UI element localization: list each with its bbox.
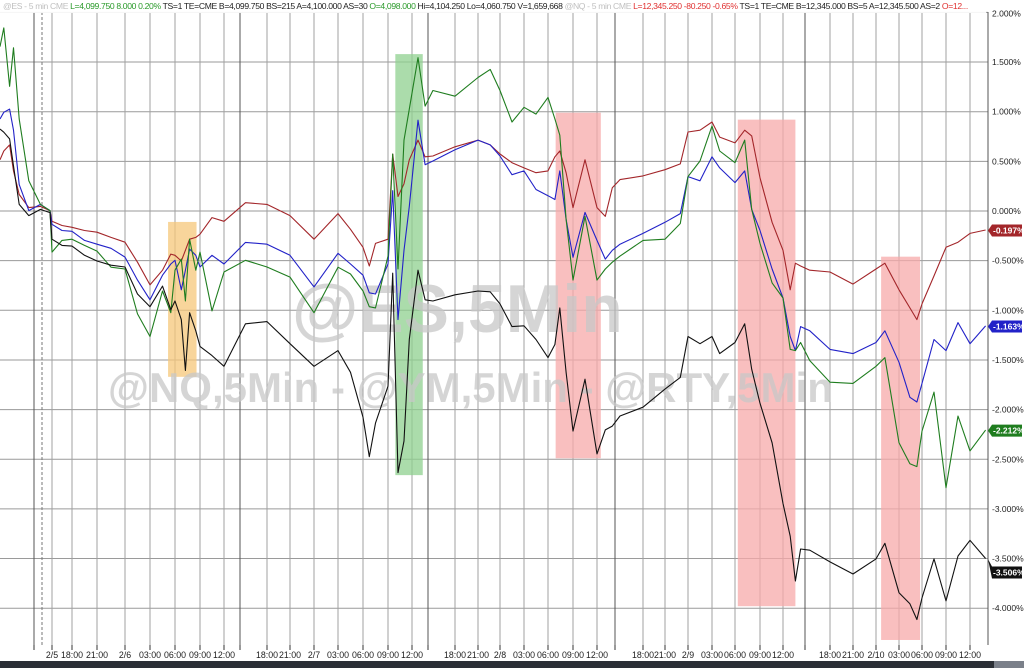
x-tick-label: 06:00	[724, 650, 746, 660]
x-tick-label: 18:00	[61, 650, 83, 660]
y-tick-label: -1.000%	[992, 305, 1024, 315]
x-tick-label: 2/5	[46, 650, 58, 660]
y-tick-label: 2.000%	[992, 8, 1021, 18]
x-tick-label: 06:00	[352, 650, 374, 660]
x-tick-label: 06:00	[164, 650, 186, 660]
watermark-comparison-symbols: @NQ,5Min - @YM,5Min - @RTY,5Min	[108, 364, 833, 411]
header-field: @ES - 5 min CME	[3, 1, 70, 11]
x-tick-label: 21:00	[86, 650, 108, 660]
x-tick-label: 18:00	[444, 650, 466, 660]
y-axis: 2.000% 1.500% 1.000% 0.500% 0.000% -0.500% -1.…	[992, 8, 1024, 613]
header-field: L=12,345.250 -80.250 -0.65%	[633, 1, 739, 11]
series-lines	[0, 27, 987, 621]
y-tick-label: -1.500%	[992, 355, 1024, 365]
last-value-badge: -1.163%	[988, 320, 1024, 333]
badge-value: -1.163%	[993, 321, 1024, 331]
watermark: @ES,5Min @NQ,5Min - @YM,5Min - @RTY,5Min	[108, 271, 833, 411]
last-value-badge: -3.506%	[988, 559, 1024, 579]
y-tick-label: 0.000%	[992, 206, 1021, 216]
grid	[0, 11, 989, 645]
y-tick-label: 1.000%	[992, 107, 1021, 117]
header-field: L=4,099.750 8.000 0.20%	[70, 1, 163, 11]
last-value-badges: -0.197% -1.163% -2.212% -3.506%	[988, 224, 1024, 579]
watermark-primary-symbol: @ES,5Min	[292, 271, 623, 347]
last-value-badge: -2.212%	[988, 424, 1024, 437]
header-field: O=12...	[942, 1, 968, 11]
x-tick-label: 18:00	[256, 650, 278, 660]
header-field: Hi=4,104.250 Lo=4,060.750 V=1,659,668	[418, 1, 565, 11]
last-value-badge: -0.197%	[988, 224, 1024, 237]
badge-value: -3.506%	[993, 568, 1024, 578]
header-field: TS=1 TE=CME B=4,099.750 BS=215 A=4,100.0…	[163, 1, 370, 11]
highlight-region	[881, 256, 921, 640]
x-tick-label: 12:00	[586, 650, 608, 660]
x-tick-label: 2/6	[119, 650, 131, 660]
x-tick-label: 12:00	[213, 650, 235, 660]
x-tick-label: 2/7	[308, 650, 320, 660]
x-tick-label: 21:00	[842, 650, 864, 660]
x-tick-label: 03:00	[513, 650, 535, 660]
scrollbar-thumb[interactable]	[994, 661, 1024, 668]
x-tick-label: 18:00	[632, 650, 654, 660]
header-field: O=4,098.000	[369, 1, 417, 11]
x-tick-label: 03:00	[888, 650, 910, 660]
header-field: TS=1 TE=CME B=12,345.000 BS=5 A=12,345.5…	[740, 1, 942, 11]
series-line-2	[0, 27, 987, 489]
highlight-region	[395, 54, 423, 476]
x-tick-label: 21:00	[279, 650, 301, 660]
header-strip	[0, 0, 986, 13]
badge-value: -2.212%	[993, 426, 1024, 436]
x-tick-label: 09:00	[749, 650, 771, 660]
y-tick-label: -2.500%	[992, 454, 1024, 464]
y-tick-label: 0.500%	[992, 156, 1021, 166]
badge-shape	[988, 320, 1022, 333]
highlight-region	[555, 112, 601, 459]
badge-value: -0.197%	[993, 226, 1024, 236]
highlight-regions	[168, 54, 921, 640]
x-tick-label: 09:00	[935, 650, 957, 660]
quote-header: @ES - 5 min CME L=4,099.750 8.000 0.20% …	[3, 1, 968, 11]
x-tick-label: 21:00	[654, 650, 676, 660]
y-tick-label: -0.500%	[992, 256, 1024, 266]
x-tick-label: 2/8	[494, 650, 506, 660]
y-tick-label: -3.000%	[992, 504, 1024, 514]
x-tick-label: 2/10	[867, 650, 884, 660]
y-tick-label: -4.000%	[992, 603, 1024, 613]
x-tick-label: 09:00	[562, 650, 584, 660]
x-tick-label: 2/9	[682, 650, 694, 660]
x-tick-label: 06:00	[911, 650, 933, 660]
badge-shape	[988, 224, 1022, 237]
highlight-region	[737, 119, 796, 607]
header-field: @NQ - 5 min CME	[565, 1, 634, 11]
badge-shape	[988, 559, 1022, 579]
x-axis: 2/5 18:00 21:00 2/6 03:00 06:00 09:00 12:00 18:0…	[33, 645, 981, 660]
x-tick-label: 06:00	[537, 650, 559, 660]
x-tick-label: 12:00	[959, 650, 981, 660]
x-tick-label: 21:00	[467, 650, 489, 660]
x-tick-label: 03:00	[327, 650, 349, 660]
y-tick-label: 1.500%	[992, 57, 1021, 67]
x-tick-label: 09:00	[189, 650, 211, 660]
series-line-3	[0, 128, 987, 621]
x-tick-label: 18:00	[819, 650, 841, 660]
x-tick-label: 12:00	[772, 650, 794, 660]
x-tick-label: 03:00	[701, 650, 723, 660]
y-tick-label: -3.500%	[992, 554, 1024, 564]
x-tick-label: 03:00	[139, 650, 161, 660]
horizontal-scrollbar[interactable]	[0, 661, 1024, 668]
badge-shape	[988, 424, 1022, 437]
x-tick-label: 12:00	[401, 650, 423, 660]
x-tick-label: 09:00	[377, 650, 399, 660]
y-tick-label: -2.000%	[992, 405, 1024, 415]
